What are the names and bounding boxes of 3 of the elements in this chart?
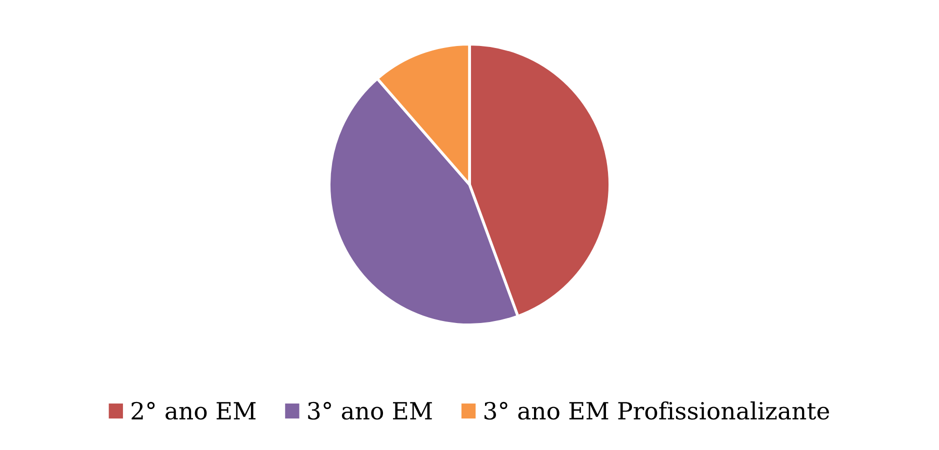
legend-label: 3° ano EM Profissionalizante	[484, 401, 830, 420]
legend-label: 3° ano EM	[308, 402, 432, 420]
legend-label: 2° ano EM	[132, 402, 256, 420]
